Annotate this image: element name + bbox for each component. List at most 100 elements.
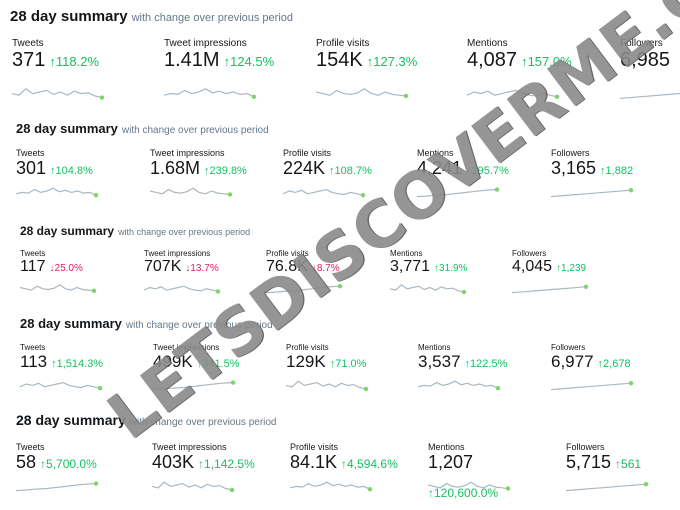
metric-tweet-impressions[interactable]: Tweet impressions 707K ↓13.7% (144, 249, 219, 276)
metric-change-value: 31.9% (439, 263, 468, 274)
metric-mentions[interactable]: Mentions 4,241 ↑195.7% (417, 148, 509, 179)
metric-row: 117 ↓25.0% (20, 258, 83, 276)
metric-change-value: 127.3% (373, 54, 418, 69)
sparkline-end-dot (97, 386, 103, 391)
metric-value: 6,977 (551, 352, 594, 371)
arrow-up-icon: ↑ (428, 486, 434, 500)
sparkline (143, 285, 221, 294)
metric-label: Tweets (16, 148, 45, 158)
sparkline (285, 380, 369, 392)
metric-tweet-impressions[interactable]: Tweet impressions 1.68M ↑239.8% (150, 148, 247, 179)
metric-label: Mentions (467, 38, 508, 49)
metric-profile-visits[interactable]: Profile visits 84.1K ↑4,594.6% (290, 442, 398, 473)
sparkline-path (152, 382, 234, 391)
metric-row: 1,207 (428, 452, 473, 473)
arrow-up-icon: ↑ (51, 358, 57, 370)
sparkline (163, 88, 257, 99)
sparkline-path (265, 285, 341, 294)
metric-followers[interactable]: Followers 6,977 ↑2,678 (551, 343, 631, 372)
metric-row: 76.8K ↓8.7% (266, 258, 340, 276)
metric-profile-visits[interactable]: Profile visits 129K ↑71.0% (286, 343, 366, 372)
summary-heading: 28 day summary (20, 224, 115, 238)
sparkline-path (466, 89, 558, 98)
sparkline-end-dot (643, 482, 649, 487)
metric-tweets[interactable]: Tweets 58 ↑5,700.0% (16, 442, 97, 473)
metric-followers[interactable]: Followers 3,165 ↑1,882 (551, 148, 633, 179)
metric-label: Tweets (20, 249, 46, 258)
metric-tweets[interactable]: Tweets 301 ↑104.8% (16, 148, 93, 179)
metric-tweets[interactable]: Tweets 117 ↓25.0% (20, 249, 83, 276)
metric-row: 6,977 ↑2,678 (551, 352, 631, 372)
metric-change-value: 1,514.3% (56, 358, 104, 370)
summary-subheading: with change over previous period (125, 320, 273, 331)
sparkline-end-dot (628, 188, 634, 193)
metric-value: 1.41M (164, 49, 220, 71)
metric-change-value: 124.5% (230, 54, 275, 69)
sparkline-path (11, 88, 103, 99)
metric-value: 3,771 (390, 258, 431, 275)
sparkline-end-dot (583, 284, 589, 289)
metric-mentions[interactable]: Mentions ↑120,600.0% 1,207 (428, 442, 498, 500)
metric-value: 4,241 (417, 158, 463, 178)
metric-tweets[interactable]: Tweets 113 ↑1,514.3% (20, 343, 103, 372)
metric-change-value: 157.0% (527, 54, 572, 69)
sparkline-end-dot (367, 487, 373, 492)
metric-tweet-impressions[interactable]: Tweet impressions 403K ↑1,142.5% (152, 442, 255, 473)
arrow-up-icon: ↑ (556, 263, 562, 274)
metric-change: ↑108.7% (329, 165, 372, 177)
sparkline (15, 187, 99, 198)
metric-row: 224K ↑108.7% (283, 158, 372, 179)
metric-row: 6,985 (620, 49, 670, 72)
metric-label: Profile visits (266, 249, 309, 258)
metric-change: ↑124.5% (224, 54, 275, 69)
metric-change: ↑1,142.5% (198, 457, 255, 471)
sparkline (265, 284, 343, 294)
sparkline (315, 88, 409, 99)
metric-value: 154K (316, 49, 363, 71)
metric-change: ↑4,594.6% (341, 457, 398, 471)
metric-tweet-impressions[interactable]: Tweet impressions 499K ↑341.5% (153, 343, 240, 372)
metric-label: Profile visits (290, 442, 339, 452)
sparkline-end-dot (230, 380, 236, 385)
metric-label: Profile visits (316, 38, 370, 49)
metric-mentions[interactable]: Mentions 3,771 ↑31.9% (390, 249, 467, 276)
metric-mentions[interactable]: Mentions 4,087 ↑157.0% (467, 38, 572, 72)
arrow-up-icon: ↑ (597, 358, 604, 370)
metric-mentions[interactable]: Mentions 3,537 ↑122.5% (418, 343, 507, 372)
metric-label: Tweet impressions (150, 148, 225, 158)
metric-row: 84.1K ↑4,594.6% (290, 452, 398, 473)
metric-value: 76.8K (266, 258, 308, 275)
summary-heading: 28 day summary (16, 412, 126, 428)
sparkline-path (15, 187, 97, 196)
metric-followers[interactable]: Followers 5,715 ↑561 (566, 442, 641, 473)
metric-change-value: 1,882 (605, 165, 634, 177)
sparkline-end-dot (461, 289, 467, 295)
metric-value: 499K (153, 352, 193, 371)
sparkline-path (19, 284, 95, 292)
metric-label: Tweet impressions (144, 249, 211, 258)
metric-followers[interactable]: Followers 6,985 (620, 38, 670, 72)
sparkline-end-dot (363, 386, 369, 392)
metric-value: 4,045 (512, 258, 553, 275)
metric-tweet-impressions[interactable]: Tweet impressions 1.41M ↑124.5% (164, 38, 274, 72)
arrow-up-icon: ↑ (204, 165, 210, 177)
metric-row: 5,715 ↑561 (566, 452, 641, 473)
sparkline-end-dot (99, 95, 105, 100)
sparkline-end-dot (360, 193, 366, 198)
metric-change: ↑71.0% (330, 358, 367, 370)
metric-tweets[interactable]: Tweets 371 ↑118.2% (12, 38, 99, 72)
sparkline (11, 88, 105, 100)
metric-change-value: 13.7% (190, 263, 219, 274)
metric-profile-visits[interactable]: Profile visits 154K ↑127.3% (316, 38, 417, 72)
metric-change-value: 239.8% (209, 165, 247, 177)
metric-row: 707K ↓13.7% (144, 258, 219, 276)
arrow-up-icon: ↑ (40, 457, 47, 471)
metric-profile-visits[interactable]: Profile visits 76.8K ↓8.7% (266, 249, 340, 276)
metric-change: ↑5,700.0% (40, 457, 97, 471)
metric-profile-visits[interactable]: Profile visits 224K ↑108.7% (283, 148, 372, 179)
sparkline-end-dot (227, 192, 233, 197)
metric-value: 1.68M (150, 158, 201, 178)
sparkline-end-dot (494, 187, 500, 192)
metric-change: ↑341.5% (197, 358, 240, 370)
metric-followers[interactable]: Followers 4,045 ↑1,239 (512, 249, 586, 276)
